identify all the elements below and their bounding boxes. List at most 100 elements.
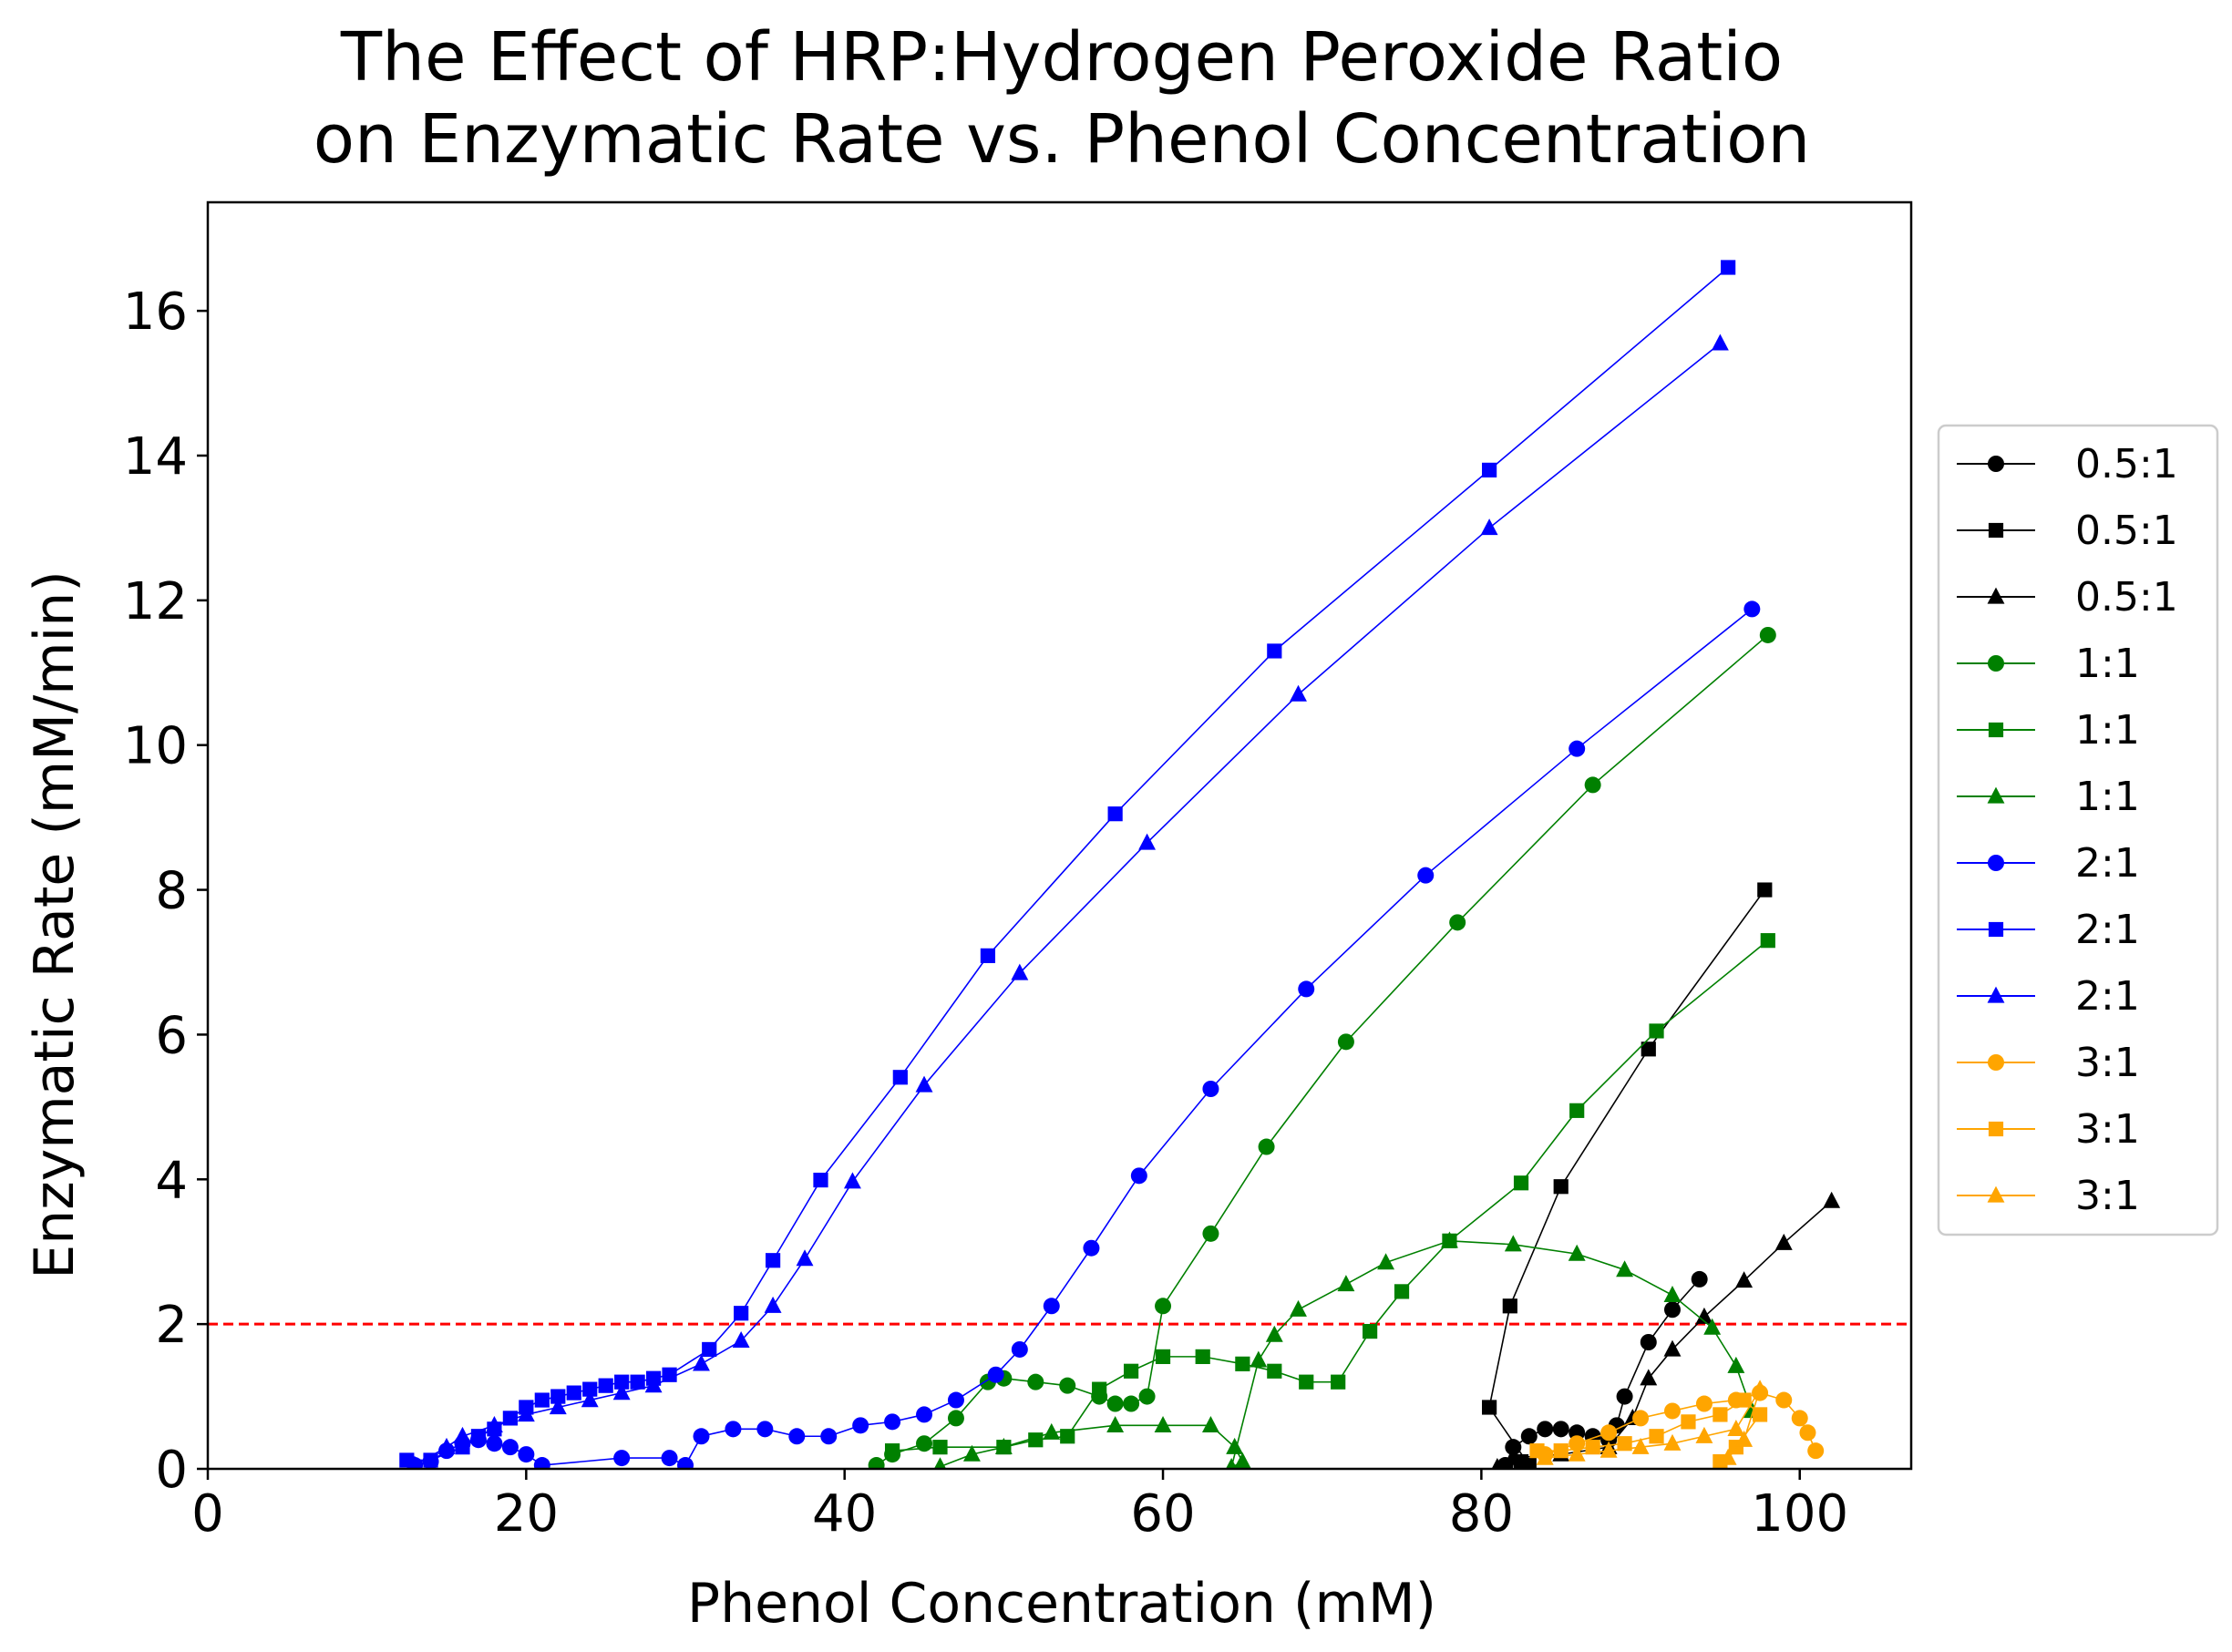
data-point bbox=[1711, 333, 1729, 351]
data-point bbox=[852, 1417, 869, 1434]
data-point bbox=[518, 1446, 535, 1463]
data-point bbox=[1502, 1298, 1517, 1314]
data-point bbox=[1775, 1391, 1793, 1409]
data-point bbox=[1663, 1402, 1681, 1420]
data-point bbox=[598, 1378, 613, 1393]
y-tick-label: 8 bbox=[155, 862, 188, 921]
x-tick-label: 100 bbox=[1751, 1484, 1848, 1544]
data-point bbox=[486, 1435, 503, 1452]
data-point bbox=[423, 1452, 438, 1468]
data-point bbox=[1721, 260, 1736, 275]
data-point bbox=[1616, 1388, 1633, 1405]
data-point bbox=[1155, 1298, 1172, 1315]
legend-marker bbox=[1988, 921, 2004, 938]
data-point bbox=[1233, 1452, 1251, 1469]
data-point bbox=[884, 1443, 900, 1459]
data-point bbox=[1649, 1429, 1664, 1444]
data-point bbox=[932, 1440, 948, 1455]
data-point bbox=[1752, 1407, 1768, 1422]
data-point bbox=[662, 1367, 677, 1382]
data-point bbox=[1298, 980, 1315, 998]
data-point bbox=[1759, 626, 1776, 643]
data-point bbox=[566, 1385, 581, 1401]
data-point bbox=[1138, 833, 1157, 850]
data-point bbox=[1028, 1432, 1044, 1448]
legend-entry-label: 0.5:1 bbox=[2075, 508, 2178, 554]
data-point bbox=[407, 1455, 422, 1469]
legend-frame bbox=[1937, 424, 2219, 1236]
data-point bbox=[1599, 1441, 1618, 1458]
data-point bbox=[1799, 1424, 1816, 1442]
data-point bbox=[549, 1398, 567, 1415]
data-point bbox=[1106, 1395, 1124, 1412]
data-point bbox=[1265, 1325, 1283, 1342]
data-point bbox=[1440, 1231, 1458, 1248]
data-point bbox=[1569, 740, 1586, 757]
legend-marker bbox=[1987, 786, 2005, 804]
data-point bbox=[843, 1172, 861, 1189]
data-point bbox=[1337, 1033, 1354, 1051]
series-7 bbox=[406, 600, 1761, 1469]
data-point bbox=[1505, 1439, 1522, 1456]
data-point bbox=[1417, 867, 1435, 884]
data-point bbox=[1123, 1395, 1140, 1412]
data-point bbox=[661, 1450, 678, 1467]
x-tick-label: 0 bbox=[191, 1484, 224, 1544]
data-point bbox=[1569, 1435, 1586, 1452]
legend-marker bbox=[1988, 855, 2004, 871]
data-point bbox=[1553, 1179, 1569, 1195]
data-point bbox=[1504, 1448, 1522, 1465]
data-point bbox=[613, 1450, 631, 1467]
data-point bbox=[1011, 1340, 1028, 1358]
data-point bbox=[1641, 1041, 1656, 1057]
data-point bbox=[1823, 1191, 1841, 1208]
data-point bbox=[884, 1413, 901, 1431]
data-point bbox=[994, 1437, 1013, 1454]
data-point bbox=[614, 1374, 630, 1390]
data-point bbox=[693, 1428, 710, 1445]
data-point bbox=[1337, 1275, 1355, 1292]
data-point bbox=[1529, 1443, 1545, 1459]
data-point bbox=[1553, 1443, 1569, 1459]
data-point bbox=[1585, 1440, 1600, 1455]
legend-marker bbox=[1987, 1185, 2005, 1203]
series-line bbox=[1545, 1389, 1761, 1459]
legend-marker bbox=[1988, 456, 2004, 472]
y-tick-label: 12 bbox=[123, 572, 188, 631]
data-point bbox=[1154, 1415, 1172, 1432]
series-4 bbox=[868, 626, 1776, 1469]
y-tick-label: 6 bbox=[155, 1006, 188, 1065]
data-point bbox=[725, 1421, 742, 1438]
legend-marker bbox=[1987, 986, 2005, 1003]
data-point bbox=[1616, 1260, 1634, 1277]
data-point bbox=[1663, 1339, 1682, 1357]
x-tick-label: 20 bbox=[494, 1484, 559, 1544]
legend-entry-label: 0.5:1 bbox=[2075, 574, 2178, 621]
data-point bbox=[399, 1452, 415, 1468]
data-point bbox=[1568, 1444, 1586, 1462]
data-point bbox=[1138, 1388, 1156, 1405]
data-point bbox=[630, 1374, 645, 1390]
x-axis-label: Phenol Concentration (mM) bbox=[687, 1572, 1436, 1636]
data-point bbox=[1202, 1225, 1219, 1242]
series-9 bbox=[407, 333, 1729, 1469]
data-point bbox=[517, 1405, 535, 1422]
data-point bbox=[693, 1354, 710, 1371]
data-point bbox=[1482, 462, 1497, 477]
data-point bbox=[1377, 1253, 1395, 1270]
data-point bbox=[1290, 684, 1307, 702]
data-point bbox=[1107, 806, 1123, 822]
data-point bbox=[1155, 1349, 1171, 1364]
series-11 bbox=[1529, 1392, 1768, 1469]
legend-marker bbox=[1988, 1054, 2004, 1071]
data-point bbox=[980, 948, 995, 963]
data-point bbox=[756, 1421, 774, 1438]
x-tick-label: 60 bbox=[1130, 1484, 1195, 1544]
legend-entry-label: 3:1 bbox=[2075, 1173, 2140, 1219]
legend-marker bbox=[1988, 655, 2004, 672]
data-point bbox=[1394, 1284, 1410, 1299]
data-point bbox=[582, 1381, 598, 1397]
data-point bbox=[1719, 1448, 1737, 1465]
data-point bbox=[1250, 1350, 1268, 1368]
data-point bbox=[1727, 1356, 1745, 1373]
